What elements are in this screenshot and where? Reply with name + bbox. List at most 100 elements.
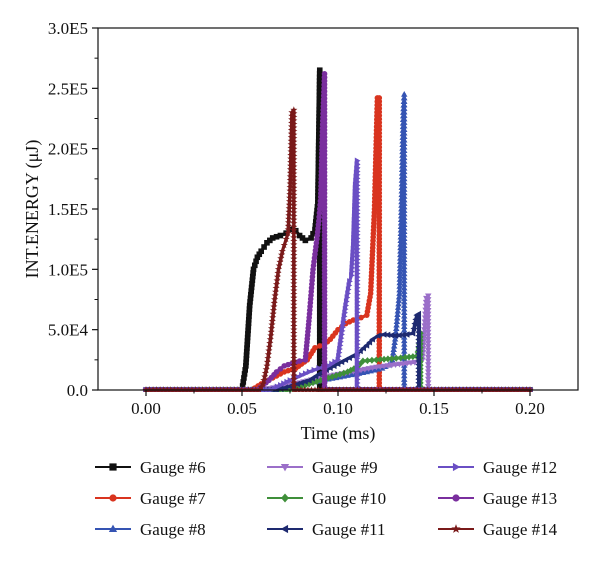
legend-marker <box>452 494 460 502</box>
data-point <box>270 302 278 310</box>
data-point <box>302 237 309 244</box>
data-point <box>287 158 295 166</box>
data-point <box>290 187 298 195</box>
data-point <box>290 318 298 326</box>
data-point <box>293 386 301 392</box>
data-point <box>452 386 460 392</box>
data-point <box>401 277 408 284</box>
data-point <box>285 201 293 209</box>
data-point <box>401 316 408 322</box>
data-point <box>377 364 384 370</box>
data-point <box>184 386 193 392</box>
data-point <box>462 386 471 392</box>
data-point <box>302 378 308 385</box>
data-point <box>401 379 408 386</box>
data-point <box>425 297 432 303</box>
data-point <box>397 226 405 233</box>
data-point <box>466 386 474 392</box>
data-point <box>326 362 332 370</box>
data-point <box>316 236 323 242</box>
data-point <box>316 323 323 330</box>
data-point <box>332 358 339 366</box>
data-point <box>313 211 320 218</box>
data-point <box>290 131 298 138</box>
data-point <box>316 313 323 320</box>
data-point <box>290 184 298 192</box>
data-point <box>399 386 407 392</box>
data-point <box>265 347 273 354</box>
data-point <box>397 251 404 258</box>
data-point <box>342 356 349 364</box>
data-point <box>336 386 344 392</box>
data-point <box>334 360 341 368</box>
data-point <box>425 333 432 340</box>
data-point <box>357 386 365 392</box>
data-point <box>421 323 428 330</box>
data-point <box>317 198 324 204</box>
data-point <box>181 386 189 392</box>
data-point <box>391 339 398 346</box>
data-point <box>308 235 314 241</box>
data-point <box>290 152 298 160</box>
data-point <box>316 320 323 327</box>
data-point <box>393 321 400 328</box>
data-point <box>259 380 267 388</box>
legend-item-gauge-12: Gauge #12 <box>438 458 557 477</box>
data-point <box>401 129 408 136</box>
data-point <box>290 127 298 135</box>
data-point <box>477 386 485 392</box>
data-point <box>425 376 432 383</box>
series-gauge-12 <box>143 157 534 392</box>
data-point <box>290 279 298 287</box>
data-point <box>321 386 330 392</box>
data-point <box>316 330 323 337</box>
data-point <box>247 299 253 305</box>
data-point <box>290 233 298 241</box>
data-point <box>378 386 386 392</box>
data-point <box>285 215 293 223</box>
legend-label: Gauge #9 <box>312 458 378 477</box>
data-point <box>290 194 298 202</box>
data-point <box>287 147 295 155</box>
legend-marker <box>108 524 118 533</box>
data-point <box>299 372 305 379</box>
data-point <box>188 386 196 392</box>
data-point <box>290 329 298 337</box>
data-point <box>401 164 408 171</box>
data-point <box>240 379 247 385</box>
data-point <box>316 285 323 291</box>
data-point <box>316 278 323 284</box>
data-point <box>425 344 432 350</box>
data-point <box>519 386 527 392</box>
data-point <box>160 386 168 392</box>
data-point <box>266 339 274 347</box>
legend-marker <box>452 462 461 472</box>
data-point <box>361 366 369 373</box>
data-point <box>316 116 323 123</box>
data-point <box>316 85 323 91</box>
data-point <box>262 365 270 373</box>
data-point <box>281 380 287 387</box>
data-point <box>290 240 298 248</box>
legend-marker <box>280 463 290 472</box>
data-point <box>290 138 298 145</box>
data-point <box>316 246 323 253</box>
data-point <box>280 241 288 249</box>
data-point <box>388 386 397 392</box>
series-markers-gauge-14 <box>142 106 534 392</box>
data-point <box>272 284 280 292</box>
data-point <box>385 386 393 392</box>
data-point <box>250 266 257 273</box>
data-point <box>287 126 296 134</box>
data-point <box>174 386 182 392</box>
data-point <box>290 159 298 167</box>
data-point <box>396 265 404 272</box>
data-point <box>241 371 248 377</box>
data-point <box>395 297 403 303</box>
data-point <box>369 336 375 343</box>
data-point <box>264 350 272 358</box>
data-point <box>413 352 420 360</box>
data-point <box>515 386 524 392</box>
data-point <box>290 230 298 238</box>
